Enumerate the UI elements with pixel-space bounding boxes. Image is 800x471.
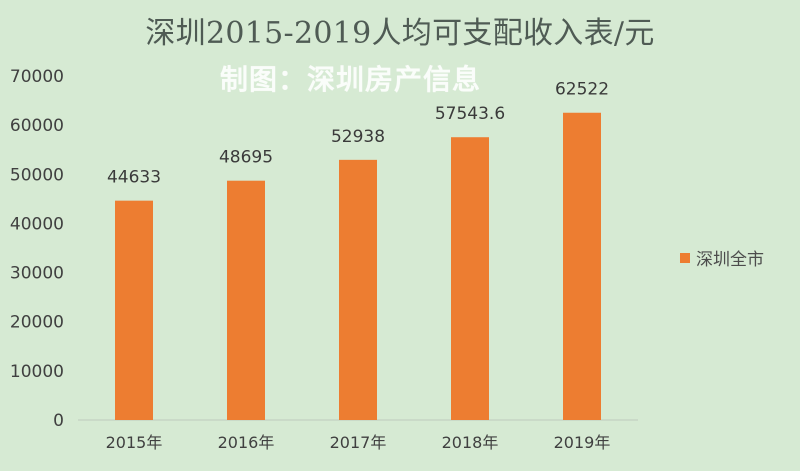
- x-tick-label: 2019年: [554, 433, 611, 452]
- data-label: 57543.6: [435, 104, 505, 124]
- legend-item: 深圳全市: [680, 245, 764, 270]
- bar: [451, 137, 489, 421]
- y-tick-label: 0: [53, 411, 64, 431]
- y-tick-label: 70000: [10, 67, 64, 87]
- legend-swatch: [680, 252, 690, 263]
- y-tick-label: 50000: [10, 165, 64, 185]
- y-tick-label: 20000: [10, 313, 64, 333]
- plot-area: 0 10000 20000 30000 40000 50000 60000 70000 4463…: [10, 67, 638, 452]
- data-label: 48695: [219, 148, 273, 168]
- y-tick-label: 30000: [10, 264, 64, 284]
- legend-label: 深圳全市: [696, 250, 764, 270]
- watermark: 制图：深圳房产信息: [220, 63, 482, 96]
- bar: [227, 180, 265, 420]
- x-tick-label: 2018年: [442, 433, 499, 452]
- data-label: 44633: [107, 168, 161, 188]
- bar: [563, 112, 601, 421]
- bar: [339, 159, 377, 421]
- x-tick-label: 2015年: [106, 433, 163, 452]
- x-tick-label: 2017年: [330, 433, 387, 452]
- y-tick-label: 10000: [10, 362, 64, 382]
- y-tick-label: 40000: [10, 214, 64, 234]
- y-tick-label: 60000: [10, 116, 64, 136]
- chart-title: 深圳2015-2019人均可支配收入表/元: [145, 16, 655, 51]
- data-label: 52938: [331, 127, 385, 147]
- bar: [115, 200, 153, 420]
- x-tick-label: 2016年: [218, 433, 275, 452]
- data-label: 62522: [555, 80, 609, 100]
